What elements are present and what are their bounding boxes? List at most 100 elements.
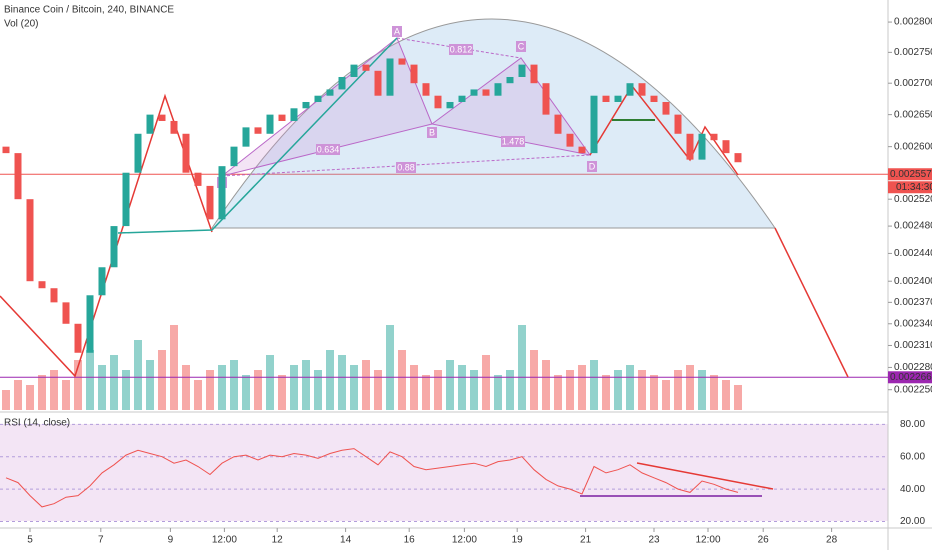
zigzag-right bbox=[589, 84, 739, 176]
y-tick-label: 0.00225000 bbox=[894, 384, 932, 395]
volume-bar bbox=[398, 350, 406, 410]
volume-bar bbox=[194, 380, 202, 410]
candle bbox=[242, 127, 250, 147]
volume-bar bbox=[254, 370, 262, 410]
candle bbox=[386, 58, 394, 96]
price-label: 0.00255767 bbox=[890, 169, 932, 180]
candle bbox=[554, 114, 562, 134]
volume-bar bbox=[710, 375, 718, 410]
label-box bbox=[427, 127, 437, 138]
volume-bar bbox=[518, 325, 526, 410]
candle bbox=[110, 226, 118, 268]
countdown: 01:34:30 bbox=[896, 182, 932, 193]
candle bbox=[722, 140, 730, 154]
candle bbox=[530, 64, 538, 84]
volume-bar bbox=[182, 365, 190, 410]
candle bbox=[446, 101, 454, 109]
candle bbox=[710, 133, 718, 141]
volume-bar bbox=[218, 365, 226, 410]
candle bbox=[170, 120, 178, 134]
volume-bar bbox=[602, 375, 610, 410]
candle bbox=[578, 146, 586, 154]
y-tick-label: 0.00237000 bbox=[894, 297, 932, 308]
candle bbox=[458, 95, 466, 102]
candle bbox=[422, 83, 430, 96]
volume-bar bbox=[722, 380, 730, 410]
candle bbox=[566, 133, 574, 147]
x-tick-label: 28 bbox=[826, 535, 838, 546]
x-tick-label: 5 bbox=[27, 535, 33, 546]
rsi-tick-label: 80.00 bbox=[900, 419, 925, 430]
ratio-label: 0.88 bbox=[397, 162, 415, 172]
volume-bar bbox=[122, 370, 130, 410]
volume-bar bbox=[230, 360, 238, 410]
volume-bar bbox=[542, 360, 550, 410]
volume-bar bbox=[98, 365, 106, 410]
label-box bbox=[392, 26, 402, 37]
volume-bar bbox=[686, 365, 694, 410]
volume-bar bbox=[662, 380, 670, 410]
chart-title: Binance Coin / Bitcoin, 240, BINANCE bbox=[4, 5, 174, 16]
candle bbox=[650, 95, 658, 102]
y-tick-label: 0.00270000 bbox=[894, 78, 932, 89]
y-tick-label: 0.00228000 bbox=[894, 362, 932, 373]
y-tick-label: 0.00260000 bbox=[894, 141, 932, 152]
x-tick-label: 19 bbox=[512, 535, 524, 546]
y-tick-label: 0.00231000 bbox=[894, 340, 932, 351]
pattern-label: C bbox=[518, 41, 525, 51]
candle bbox=[146, 114, 154, 134]
volume-bar bbox=[278, 375, 286, 410]
label-box bbox=[501, 136, 525, 147]
ratio-label: 0.812 bbox=[450, 44, 473, 54]
volume-bar bbox=[422, 375, 430, 410]
volume-bar bbox=[566, 370, 574, 410]
candle bbox=[74, 323, 82, 353]
rsi-label: RSI (14, close) bbox=[4, 418, 70, 429]
ratio-label: 1.478 bbox=[502, 136, 525, 146]
x-tick-label: 14 bbox=[340, 535, 352, 546]
candle bbox=[410, 64, 418, 84]
price-label: 0.00226669 bbox=[890, 372, 932, 383]
pattern-label: D bbox=[589, 161, 596, 171]
volume-bar bbox=[590, 360, 598, 410]
volume-bar bbox=[338, 355, 346, 410]
volume-bar bbox=[302, 360, 310, 410]
x-tick-label: 23 bbox=[648, 535, 660, 546]
pattern-label: B bbox=[429, 127, 435, 137]
volume-bar bbox=[14, 380, 22, 410]
volume-bar bbox=[110, 355, 118, 410]
volume-bar bbox=[494, 375, 502, 410]
candle bbox=[374, 70, 382, 96]
volume-bar bbox=[74, 360, 82, 410]
volume-bar bbox=[326, 350, 334, 410]
volume-bar bbox=[698, 370, 706, 410]
candle bbox=[638, 83, 646, 96]
volume-bar bbox=[506, 370, 514, 410]
countdown-box bbox=[888, 181, 932, 194]
volume-bar bbox=[242, 375, 250, 410]
candle bbox=[686, 133, 694, 160]
candle bbox=[326, 89, 334, 96]
volume-bar bbox=[554, 375, 562, 410]
candle bbox=[26, 199, 34, 282]
volume-bar bbox=[734, 385, 742, 410]
x-tick-label: 12:00 bbox=[212, 535, 237, 546]
label-box bbox=[449, 44, 473, 55]
candle bbox=[2, 146, 10, 154]
candle bbox=[662, 101, 670, 115]
rsi-tick-label: 60.00 bbox=[900, 451, 925, 462]
volume-bar bbox=[386, 325, 394, 410]
candle bbox=[278, 114, 286, 121]
volume-bar bbox=[170, 325, 178, 410]
volume-bar bbox=[578, 365, 586, 410]
volume-bar bbox=[434, 370, 442, 410]
rsi-tick-label: 20.00 bbox=[900, 516, 925, 527]
y-tick-label: 0.00244000 bbox=[894, 248, 932, 259]
candle bbox=[290, 108, 298, 121]
label-box bbox=[516, 41, 526, 52]
candle bbox=[518, 64, 526, 77]
candle bbox=[86, 295, 94, 353]
x-tick-label: 7 bbox=[98, 535, 104, 546]
label-box bbox=[316, 144, 340, 155]
